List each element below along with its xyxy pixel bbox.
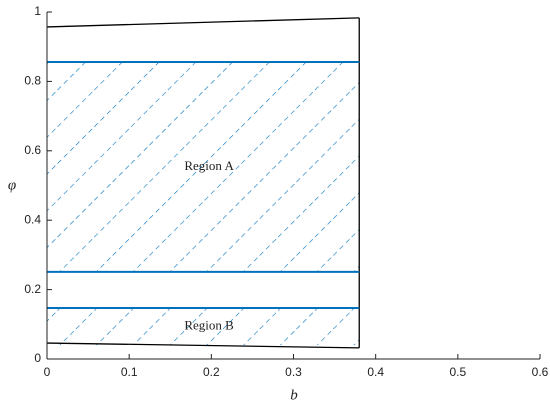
x-tick-label: 0.1 (121, 365, 138, 379)
y-tick-label: 1 (34, 4, 41, 18)
y-tick-label: 0.2 (24, 282, 41, 296)
y-axis-label: φ (8, 177, 16, 193)
x-axis-label: b (290, 387, 298, 403)
x-tick-label: 0.2 (203, 365, 220, 379)
x-tick-label: 0.4 (367, 365, 384, 379)
region-label: Region B (184, 318, 234, 333)
x-tick-label: 0.3 (285, 365, 302, 379)
hatched-region (47, 307, 360, 346)
region-label: Region A (184, 158, 234, 173)
line (46, 17, 360, 28)
line (46, 342, 360, 349)
y-tick-label: 0.8 (24, 74, 41, 88)
x-tick-label: 0 (44, 365, 51, 379)
x-tick-label: 0.6 (532, 365, 549, 379)
y-tick-label: 0 (34, 351, 41, 365)
hatched-region (47, 61, 360, 272)
y-tick-label: 0.4 (24, 212, 41, 226)
x-tick-label: 0.5 (449, 365, 466, 379)
y-tick-label: 0.6 (24, 143, 41, 157)
